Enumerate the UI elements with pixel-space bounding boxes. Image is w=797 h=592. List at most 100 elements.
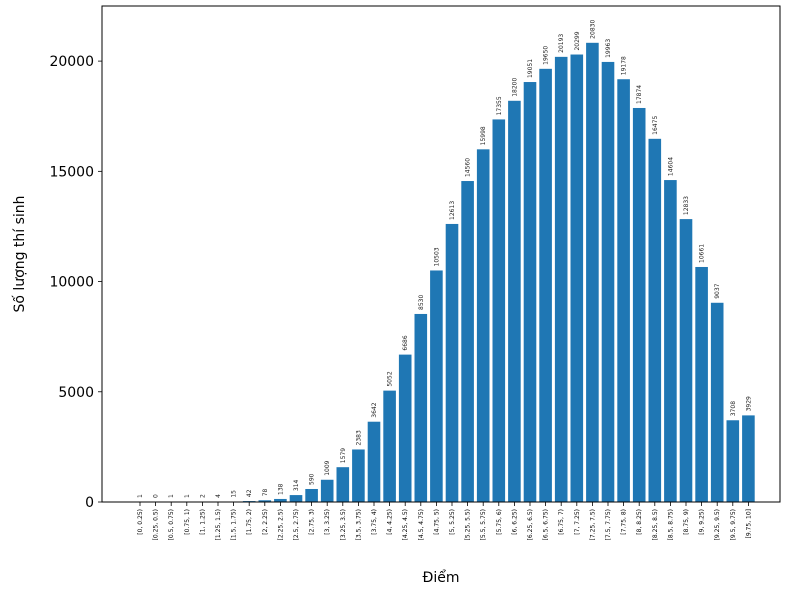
bar — [539, 69, 552, 502]
x-tick-label: [6.25, 6.5) — [527, 509, 534, 540]
x-tick-label: [5, 5.25) — [449, 509, 456, 535]
bar-value-label: 17874 — [636, 85, 643, 104]
bar-value-label: 16475 — [652, 116, 659, 135]
x-tick-label: [2.75, 3) — [309, 509, 316, 535]
bar-value-label: 1009 — [324, 460, 331, 475]
bar — [727, 420, 740, 502]
x-tick-label: [1, 1.25) — [199, 509, 206, 535]
bar — [368, 422, 381, 502]
bar — [399, 355, 412, 502]
y-tick-label: 20000 — [49, 54, 94, 70]
x-tick-label: [1.75, 2) — [246, 509, 253, 535]
bar — [508, 101, 521, 502]
x-tick-label: [4, 4.25) — [387, 509, 394, 535]
x-tick-label: [4.5, 4.75) — [418, 509, 425, 540]
bar-value-label: 20299 — [574, 31, 581, 50]
x-tick-label: [3.25, 3.5) — [340, 509, 347, 540]
bar — [524, 82, 537, 502]
bar-value-label: 3929 — [745, 396, 752, 411]
bar — [742, 415, 755, 502]
x-tick-label: [4.25, 4.5) — [402, 509, 409, 540]
x-tick-label: [1.5, 1.75) — [231, 509, 238, 540]
bar-value-label: 10503 — [433, 247, 440, 266]
bar-value-label: 0 — [153, 494, 160, 498]
bar-value-label: 5052 — [387, 371, 394, 386]
y-axis-label: Số lượng thí sinh — [11, 195, 28, 312]
x-tick-label: [9, 9.25) — [699, 509, 706, 535]
bar-value-label: 10661 — [699, 244, 706, 263]
x-tick-label: [5.25, 5.5) — [465, 509, 472, 540]
y-tick-label: 0 — [85, 495, 94, 511]
x-tick-label: [0.75, 1) — [184, 509, 191, 535]
bar — [617, 79, 630, 502]
bar-value-label: 42 — [246, 489, 253, 497]
bar-value-label: 6686 — [402, 335, 409, 350]
bar — [477, 149, 490, 502]
x-tick-label: [1.25, 1.5) — [215, 509, 222, 540]
bar-value-label: 314 — [293, 479, 300, 491]
bar — [571, 55, 584, 502]
x-axis-label: Điểm — [423, 569, 460, 586]
bar-value-label: 17355 — [496, 96, 503, 115]
bar-value-label: 20193 — [558, 34, 565, 53]
x-tick-label: [9.75, 10] — [745, 509, 752, 539]
x-tick-label: [7.75, 8) — [621, 509, 628, 535]
bar — [352, 449, 365, 502]
x-tick-label: [6, 6.25) — [511, 509, 518, 535]
bar-value-label: 19178 — [621, 56, 628, 75]
bar-value-label: 1 — [168, 494, 175, 498]
y-tick-label: 5000 — [58, 385, 94, 401]
x-tick-label: [3, 3.25) — [324, 509, 331, 535]
bar-value-label: 78 — [262, 488, 269, 496]
x-tick-label: [0.25, 0.5) — [153, 509, 160, 540]
x-tick-label: [4.75, 5) — [433, 509, 440, 535]
x-tick-label: [2.25, 2.5) — [277, 509, 284, 540]
bar — [430, 270, 443, 502]
x-tick-label: [7.5, 7.75) — [605, 509, 612, 540]
x-tick-label: [8, 8.25) — [636, 509, 643, 535]
x-tick-label: [3.5, 3.75) — [355, 509, 362, 540]
x-tick-label: [7, 7.25) — [574, 509, 581, 535]
bar — [446, 224, 459, 502]
x-tick-label: [6.5, 6.75) — [543, 509, 550, 540]
bar — [586, 43, 599, 502]
bar — [461, 181, 474, 502]
bar — [321, 480, 334, 502]
bar — [337, 467, 350, 502]
x-tick-label: [2, 2.25) — [262, 509, 269, 535]
bar-value-label: 12833 — [683, 196, 690, 215]
y-tick-label: 10000 — [49, 275, 94, 291]
bar-value-label: 14604 — [667, 157, 674, 176]
bar — [680, 219, 693, 502]
bar-value-label: 19650 — [543, 46, 550, 65]
x-tick-label: [9.5, 9.75) — [730, 509, 737, 540]
bar-value-label: 2383 — [355, 430, 362, 445]
x-tick-label: [0.5, 0.75) — [168, 509, 175, 540]
x-tick-label: [6.75, 7) — [558, 509, 565, 535]
bar-value-label: 1 — [184, 494, 191, 498]
bar-value-label: 9037 — [714, 283, 721, 298]
bar-value-label: 3708 — [730, 401, 737, 416]
bar-value-label: 1 — [137, 494, 144, 498]
bar — [602, 62, 615, 502]
bar — [649, 139, 662, 502]
bar-value-label: 15998 — [480, 126, 487, 145]
bar-value-label: 14560 — [465, 158, 472, 177]
bar-value-label: 3642 — [371, 402, 378, 417]
bar — [695, 267, 708, 502]
x-tick-label: [5.75, 6) — [496, 509, 503, 535]
bar-value-label: 590 — [309, 473, 316, 485]
bar-value-label: 138 — [277, 483, 284, 495]
bar — [711, 303, 724, 502]
x-tick-label: [8.75, 9) — [683, 509, 690, 535]
x-tick-label: [9.25, 9.5) — [714, 509, 721, 540]
bar-value-label: 19963 — [605, 39, 612, 58]
bar-value-label: 1579 — [340, 448, 347, 463]
bar-value-label: 8530 — [418, 295, 425, 310]
bar-value-label: 19051 — [527, 59, 534, 78]
x-tick-label: [8.25, 8.5) — [652, 509, 659, 540]
x-tick-label: [5.5, 5.75) — [480, 509, 487, 540]
x-tick-label: [3.75, 4) — [371, 509, 378, 535]
